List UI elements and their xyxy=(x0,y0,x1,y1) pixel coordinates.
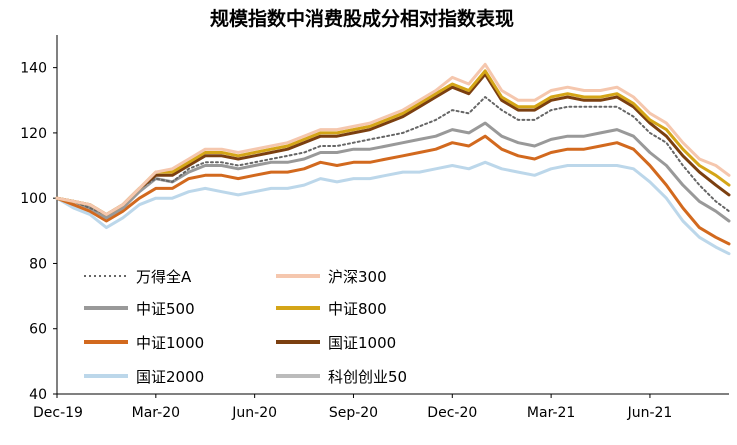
x-tick-label: Dec-20 xyxy=(427,405,477,421)
series-line-6 xyxy=(55,160,731,256)
series-line-0 xyxy=(56,96,730,216)
series-line-5 xyxy=(55,72,731,216)
axes: 40 60 80 100 120 140 Dec-19 Mar-20 Jun-20 Sep-20 D… xyxy=(20,35,729,421)
series-line-3 xyxy=(55,69,731,216)
legend-label: 沪深300 xyxy=(328,268,387,286)
legend-label: 科创创业50 xyxy=(328,368,407,386)
y-tick-label: 100 xyxy=(20,191,47,207)
y-tick-label: 140 xyxy=(20,61,47,77)
y-tick-label: 80 xyxy=(29,256,47,272)
y-tick-label: 40 xyxy=(29,387,47,403)
series-lines xyxy=(55,62,731,256)
y-tick-label: 120 xyxy=(20,126,47,142)
x-tick-label: Jun-20 xyxy=(231,405,277,421)
legend-label: 中证800 xyxy=(328,300,387,318)
x-tick-label: Mar-21 xyxy=(527,405,575,421)
legend: 万得全A 沪深300 中证500 中证800 中证1000 国证1000 国证2000 科创创… xyxy=(84,268,407,386)
legend-label: 中证1000 xyxy=(136,334,204,352)
x-tick-label: Sep-20 xyxy=(329,405,378,421)
series-line-4 xyxy=(55,134,731,246)
legend-label: 中证500 xyxy=(136,300,195,318)
x-tick-label: Dec-19 xyxy=(33,405,83,421)
legend-label: 国证2000 xyxy=(136,368,204,386)
series-line-1 xyxy=(55,62,731,216)
legend-label: 万得全A xyxy=(136,268,192,286)
chart-title: 规模指数中消费股成分相对指数表现 xyxy=(210,7,514,30)
x-tick-label: Jun-21 xyxy=(627,405,673,421)
y-tick-label: 60 xyxy=(29,322,47,338)
x-tick-label: Mar-20 xyxy=(132,405,180,421)
legend-label: 国证1000 xyxy=(328,334,396,352)
